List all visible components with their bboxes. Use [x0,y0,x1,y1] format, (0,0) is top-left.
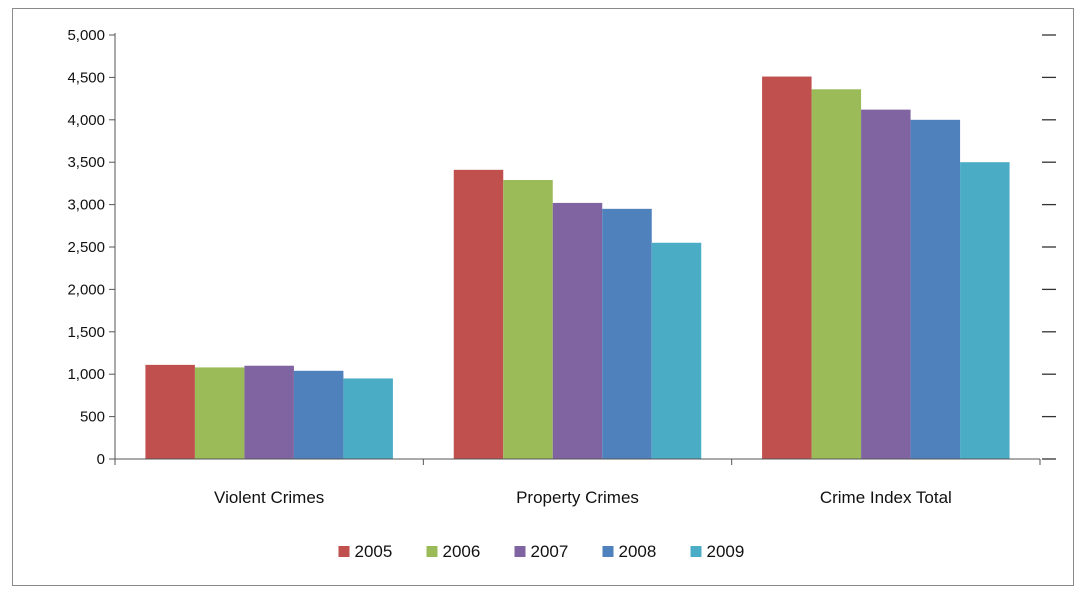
legend-swatch [602,546,614,557]
y-tick-label: 0 [97,451,105,468]
bar-2007-0 [244,365,294,459]
bar-2007-1 [552,202,603,460]
y-tick-label: 2,000 [67,281,105,298]
y-tick-label: 2,500 [67,239,105,256]
y-tick-label: 5,000 [67,27,105,44]
legend-label: 2006 [443,542,481,561]
legend-swatch [690,546,702,557]
bar-2007-2 [861,109,911,460]
bar-2005-2 [762,76,812,459]
legend-label: 2005 [355,542,393,561]
y-tick-label: 3,000 [67,197,105,214]
bar-2005-1 [453,169,504,459]
legend-label: 2008 [619,542,657,561]
legend: 2005 2006 2007 2008 2009 [338,542,745,561]
legend-label: 2007 [531,542,569,561]
y-axis-ticks: 0 500 1,000 1,500 2,000 2,500 3,000 3,500 4,000 4… [67,27,1056,468]
bar-2009-0 [343,378,393,459]
y-tick-label: 1,500 [67,324,105,341]
bar-2009-1 [651,242,702,459]
y-tick-label: 4,000 [67,112,105,129]
bar-2005-0 [145,364,195,459]
bar-2009-2 [960,162,1010,459]
y-tick-label: 4,500 [67,69,105,86]
category-label: Property Crimes [516,488,639,507]
legend-swatch [426,546,438,557]
category-labels: Violent Crimes Property Crimes Crime Index… [214,488,952,507]
legend-swatch [514,546,526,557]
bar-2006-2 [811,89,862,459]
category-label: Crime Index Total [820,488,952,507]
bar-2008-0 [293,370,344,459]
bar-2006-1 [503,180,553,459]
bars [145,76,1010,460]
bar-2006-0 [194,367,245,459]
bar-2008-2 [910,119,961,460]
category-label: Violent Crimes [214,488,324,507]
axes [114,33,1041,465]
y-tick-label: 3,500 [67,154,105,171]
bar-2008-1 [602,208,652,459]
legend-swatch [338,546,350,557]
y-tick-label: 500 [80,409,105,426]
legend-label: 2009 [707,542,745,561]
y-tick-label: 1,000 [67,366,105,383]
